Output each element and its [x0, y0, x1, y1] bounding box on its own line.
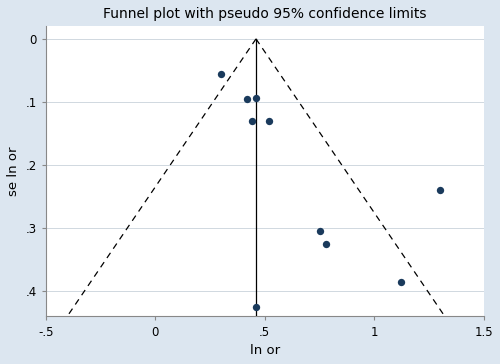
Y-axis label: se ln or: se ln or	[7, 147, 20, 196]
Point	[248, 118, 256, 124]
Point	[252, 304, 260, 310]
Point	[243, 96, 251, 102]
Point	[396, 279, 404, 285]
Point	[252, 95, 260, 100]
X-axis label: ln or: ln or	[250, 344, 280, 357]
Title: Funnel plot with pseudo 95% confidence limits: Funnel plot with pseudo 95% confidence l…	[103, 7, 426, 21]
Point	[322, 241, 330, 247]
Point	[217, 71, 225, 76]
Point	[316, 228, 324, 234]
Point	[265, 118, 273, 124]
Point	[436, 187, 444, 193]
